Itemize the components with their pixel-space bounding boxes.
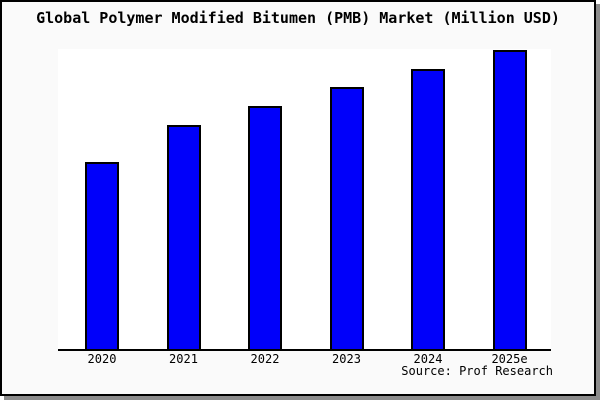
x-tick-label-2020: 2020 xyxy=(87,352,117,366)
x-tick-label-2023: 2023 xyxy=(332,352,361,366)
bar-2024 xyxy=(411,69,445,349)
x-tick-label-2022: 2022 xyxy=(250,352,280,366)
bar-2021 xyxy=(166,125,201,349)
source-note: Source: Prof Research xyxy=(401,364,553,378)
bar-2023 xyxy=(329,87,364,349)
plot-area xyxy=(58,49,551,349)
x-tick-label-2024: 2024 xyxy=(413,352,443,366)
chart-title: Global Polymer Modified Bitumen (PMB) Ma… xyxy=(36,9,560,27)
bar-2022 xyxy=(248,106,282,349)
x-tick-label-2021: 2021 xyxy=(169,352,198,366)
bar-2025e xyxy=(492,50,527,349)
x-tick-label-2025e: 2025e xyxy=(491,352,528,366)
bar-2020 xyxy=(85,162,119,349)
x-axis-line xyxy=(58,349,551,351)
